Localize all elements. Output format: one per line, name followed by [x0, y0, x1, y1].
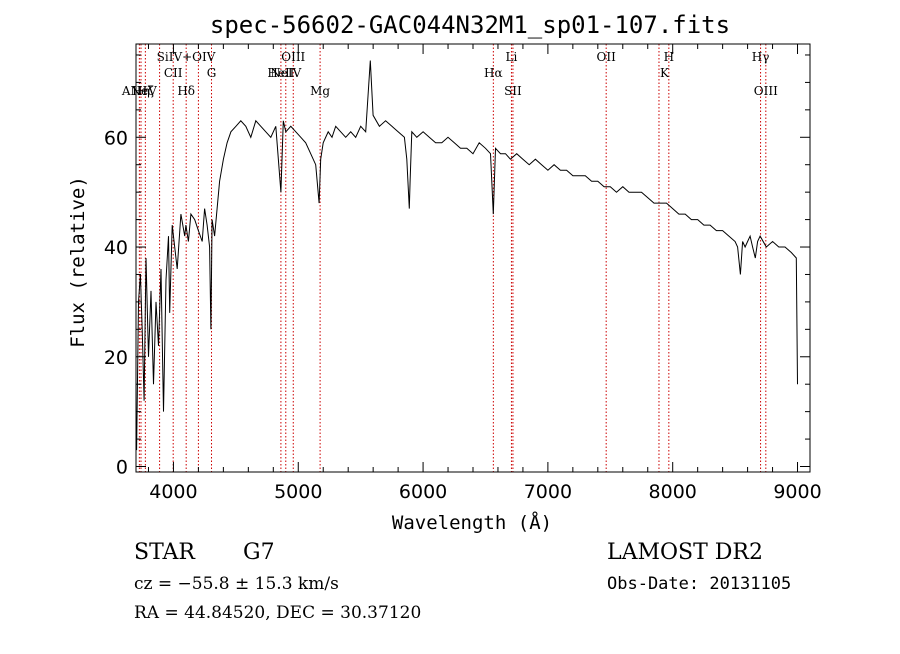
x-tick-label: 8000 [649, 481, 697, 503]
y-tick-label: 20 [104, 347, 128, 369]
plot-frame [135, 43, 811, 473]
spectral-line-label: Hγ [752, 50, 770, 64]
series-layer [136, 60, 798, 451]
x-axis-label: Wavelength (Å) [392, 511, 552, 534]
spectral-line-label: OII [597, 50, 617, 64]
axis-ticks: 4000 5000 6000 7000 8000 9000 0 20 40 60 [104, 44, 822, 503]
spectral-line-label: SII [504, 84, 522, 98]
object-subclass: G7 [243, 540, 275, 565]
survey-release: LAMOST DR2 [607, 540, 763, 565]
y-tick-label: 60 [104, 127, 128, 149]
spectral-line-label: Hα [484, 66, 503, 80]
object-class: STAR [134, 540, 195, 565]
spectral-line-label: OIII [281, 50, 305, 64]
observation-date: Obs-Date: 20131105 [607, 574, 792, 594]
spectral-line-label: G [207, 66, 217, 80]
spectrum-line [136, 60, 798, 451]
chart-title: spec-56602-GAC044N32M1_sp01-107.fits [210, 11, 730, 39]
spectral-line-label: NeIV [270, 66, 301, 80]
x-tick-label: 4000 [149, 481, 197, 503]
spectral-line-label: H [664, 50, 674, 64]
coordinates: RA = 44.84520, DEC = 30.37120 [134, 603, 422, 623]
spectral-line-markers [138, 44, 767, 472]
y-axis-label: Flux (relative) [67, 176, 89, 348]
redshift-velocity: cz = −55.8 ± 15.3 km/s [134, 574, 339, 594]
spectral-line-label: Hζ [137, 84, 154, 98]
spectral-line-label: OIII [754, 84, 778, 98]
y-tick-label: 40 [104, 237, 128, 259]
x-tick-label: 9000 [773, 481, 821, 503]
spectral-line-label: Li [506, 50, 518, 64]
y-tick-label: 0 [116, 457, 128, 479]
spectral-line-label: CII [164, 66, 183, 80]
x-tick-label: 7000 [524, 481, 572, 503]
spectral-line-label: ANeV [121, 84, 157, 98]
spectral-line-label: Hδ [177, 84, 195, 98]
spectral-line-label: K [660, 66, 670, 80]
spectral-line-label: Mg [310, 84, 330, 98]
spectral-line-label: Hη [132, 84, 150, 98]
spectral-line-label: SiIV+OIV [157, 50, 216, 64]
x-tick-label: 6000 [399, 481, 447, 503]
spectral-line-label: HeII [267, 66, 294, 80]
x-tick-label: 5000 [274, 481, 322, 503]
